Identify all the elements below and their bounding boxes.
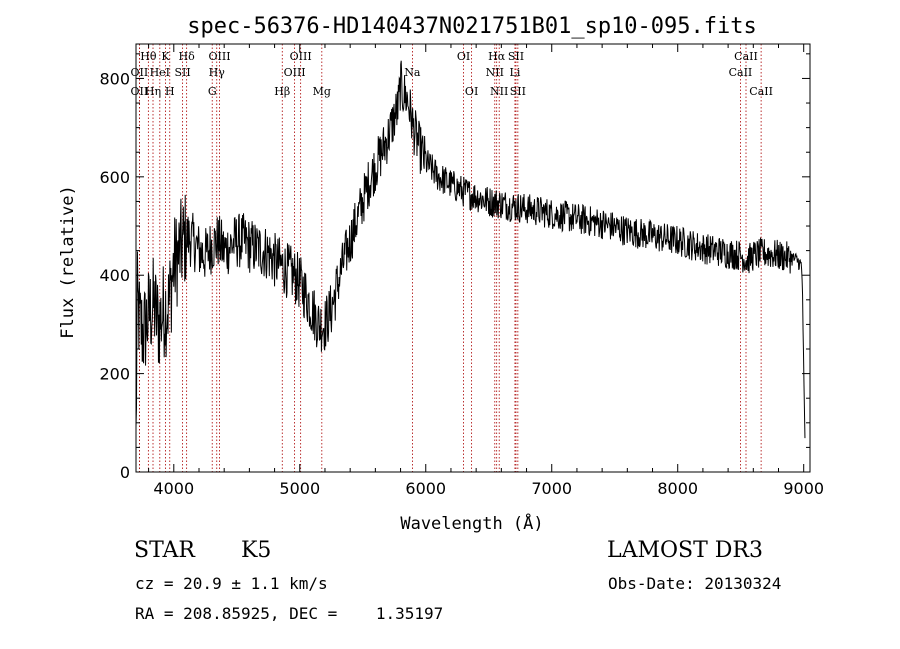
line-label-18: OI [465,85,478,98]
x-tick-label: 8000 [657,479,698,498]
line-label-12: OIII [290,50,312,63]
x-tick-label: 4000 [153,479,194,498]
object-class: STAR [134,538,195,563]
x-tick-label: 7000 [531,479,572,498]
line-label-8: Hδ [179,50,196,63]
line-label-6: H [165,85,175,98]
line-label-25: CaII [734,50,758,63]
spectrum-line [135,60,806,439]
line-label-10: Hγ [209,66,226,79]
line-label-5: K [161,50,170,63]
line-label-11: G [208,85,217,98]
line-label-20: NII [486,66,504,79]
y-axis-label: Flux (relative) [58,185,78,339]
x-axis-label: Wavelength (Å) [400,512,543,534]
line-label-16: Na [404,66,421,79]
line-label-26: CaII [729,66,753,79]
y-tick-label: 200 [99,365,130,384]
line-label-21: NII [490,85,508,98]
spectral-line-markers [139,44,762,472]
line-label-2: OII [131,85,149,98]
x-tick-label: 9000 [783,479,824,498]
line-label-4: HeI [150,66,170,79]
plot-frame [135,43,811,473]
y-tick-label: 800 [99,69,130,88]
line-label-13: OIII [284,66,306,79]
line-label-7: SII [174,66,190,79]
line-label-1: OII [131,66,149,79]
x-tick-label: 6000 [405,479,446,498]
line-label-3: Hη [145,85,161,98]
axes: 4000 5000 6000 7000 8000 9000 0 200 400 600 800 [99,44,824,498]
line-label-19: Hα [488,50,506,63]
y-tick-label: 600 [99,168,130,187]
spectrum-layer [135,60,806,439]
line-label-9: OIII [208,50,230,63]
y-tick-label: 400 [99,266,130,285]
y-tick-label: 0 [120,463,130,482]
x-tick-label: 5000 [279,479,320,498]
line-label-27: CaII [749,85,773,98]
line-label-22: SII [508,50,524,63]
obs-date-text: Obs-Date: 20130324 [608,574,782,593]
line-label-23: Li [510,66,521,79]
redshift-text: cz = 20.9 ± 1.1 km/s [135,574,328,593]
line-label-17: OI [457,50,470,63]
line-label-14: Hβ [274,85,290,98]
coordinates-text: RA = 208.85925, DEC = 1.35197 [135,604,444,623]
survey-name: LAMOST DR3 [607,538,763,563]
chart-title: spec-56376-HD140437N021751B01_sp10-095.f… [187,14,757,39]
line-label-0: Hθ [140,50,157,63]
line-label-24: SII [510,85,526,98]
spectral-subclass: K5 [241,538,272,563]
line-label-15: Mg [313,85,331,98]
